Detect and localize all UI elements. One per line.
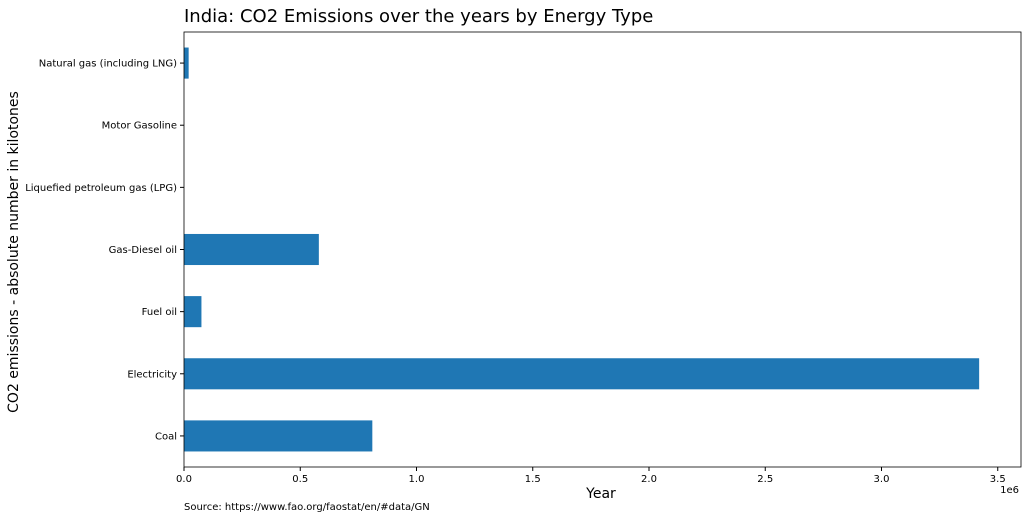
x-tick-label: 1.0 [409,474,425,485]
x-tick-label: 1.5 [525,474,541,485]
x-tick-label: 0.5 [292,474,308,485]
y-tick-label: Liquefied petroleum gas (LPG) [25,183,177,194]
chart-title: India: CO2 Emissions over the years by E… [184,6,653,27]
x-tick-label: 3.0 [874,474,890,485]
y-tick-label: Natural gas (including LNG) [39,59,177,70]
x-tick-label: 0.0 [176,474,192,485]
source-note: Source: https://www.fao.org/faostat/en/#… [184,502,430,513]
x-axis-offset-label: 1e6 [1000,485,1019,496]
bar-gas-diesel-oil [184,233,319,266]
x-axis-label: Year [585,486,616,502]
x-tick-label: 3.5 [990,474,1006,485]
y-axis-label: CO2 emissions - absolute number in kilot… [6,91,22,413]
axes-frame [183,31,1022,468]
x-tick-label: 2.5 [757,474,773,485]
bar-coal [184,420,373,452]
plot-area: Coal Electricity Fuel oil Gas-Diesel oil Liq… [25,31,1022,485]
y-tick-label: Electricity [127,369,177,380]
y-tick-label: Fuel oil [142,307,177,318]
x-tick-label: 2.0 [641,474,657,485]
bar-electricity [184,358,980,390]
bar-fuel-oil [184,296,202,328]
bar-natural-gas-including-lng [184,47,189,79]
y-tick-label: Coal [155,431,177,442]
y-tick-label: Gas-Diesel oil [109,245,177,256]
y-tick-label: Motor Gasoline [102,121,177,132]
